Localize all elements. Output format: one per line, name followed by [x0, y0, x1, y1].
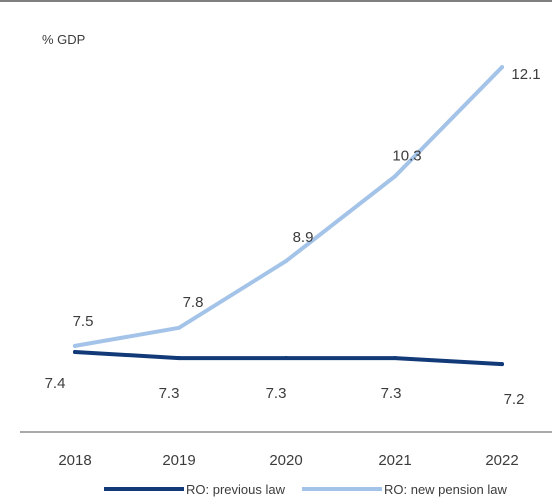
data-label: 7.8	[183, 294, 204, 311]
x-tick-label: 2018	[58, 452, 91, 469]
x-tick-label: 2022	[485, 452, 518, 469]
data-label: 8.9	[293, 229, 314, 246]
x-tick-label: 2021	[378, 452, 411, 469]
series-line	[73, 350, 504, 367]
data-label: 12.1	[511, 66, 540, 83]
data-point	[500, 65, 504, 70]
data-point	[177, 325, 181, 330]
data-label: 7.3	[266, 385, 287, 402]
x-tick-label: 2020	[269, 452, 302, 469]
legend: RO: previous law RO: new pension law	[104, 482, 507, 497]
y-axis-label: % GDP	[42, 32, 85, 47]
data-point	[393, 356, 397, 361]
data-label: 10.3	[392, 147, 421, 164]
data-point	[500, 362, 504, 367]
legend-label: RO: new pension law	[384, 482, 507, 497]
data-point	[284, 356, 288, 361]
series-line	[73, 65, 504, 348]
data-point	[284, 259, 288, 264]
data-label: 7.4	[45, 375, 66, 392]
data-point	[73, 350, 77, 354]
data-label: 7.2	[504, 391, 525, 408]
data-point	[393, 174, 397, 179]
data-label: 7.3	[159, 385, 180, 402]
legend-label: RO: previous law	[186, 482, 286, 497]
x-tick-label: 2019	[162, 452, 195, 469]
data-label: 7.3	[381, 385, 402, 402]
data-point	[177, 356, 181, 361]
data-label: 7.5	[73, 313, 94, 330]
data-point	[73, 343, 77, 348]
